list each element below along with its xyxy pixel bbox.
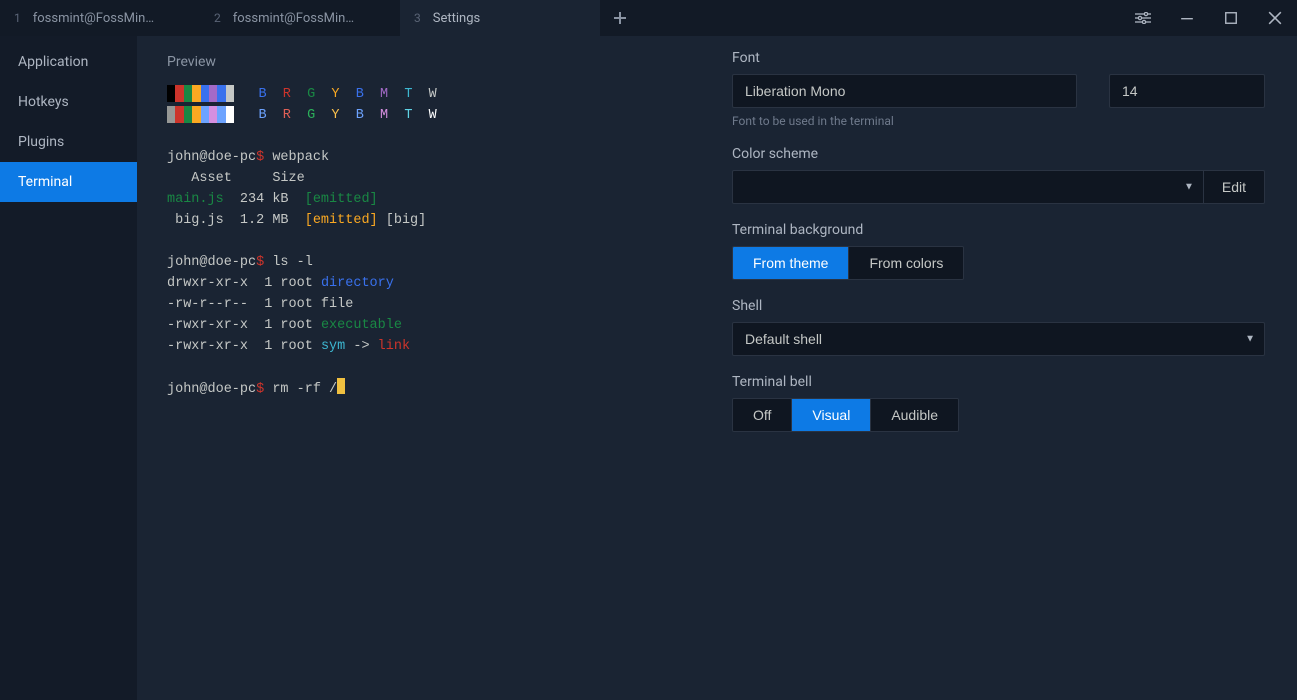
edit-scheme-button[interactable]: Edit [1204, 170, 1265, 204]
tab-3-settings[interactable]: 3 Settings [400, 0, 600, 36]
sidebar-item-label: Hotkeys [18, 94, 69, 110]
sidebar-item-application[interactable]: Application [0, 42, 137, 82]
sidebar-item-label: Application [18, 54, 88, 70]
color-scheme-select[interactable] [732, 170, 1204, 204]
bell-off-button[interactable]: Off [733, 399, 792, 431]
tab-strip: 1 fossmint@FossMin… 2 fossmint@FossMin… … [0, 0, 1121, 36]
maximize-icon [1224, 11, 1238, 25]
sidebar-item-label: Plugins [18, 134, 64, 150]
window-controls [1121, 0, 1297, 36]
minimize-icon [1180, 11, 1194, 25]
terminal-bell-group: Off Visual Audible [732, 398, 959, 432]
maximize-button[interactable] [1209, 0, 1253, 36]
terminal-bell-label: Terminal bell [732, 374, 1265, 390]
sidebar-item-terminal[interactable]: Terminal [0, 162, 137, 202]
shell-select[interactable]: Default shell [732, 322, 1265, 356]
font-size-input[interactable] [1109, 74, 1265, 108]
tab-1[interactable]: 1 fossmint@FossMin… [0, 0, 200, 36]
sidebar-item-hotkeys[interactable]: Hotkeys [0, 82, 137, 122]
terminal-bell-row: Terminal bell Off Visual Audible [732, 374, 1265, 432]
preview-label: Preview [167, 54, 702, 70]
settings-content: Preview B R G Y B M T W B R G Y B M T W … [137, 36, 1297, 700]
sidebar-item-label: Terminal [18, 174, 72, 190]
bg-from-theme-button[interactable]: From theme [733, 247, 849, 279]
terminal-background-row: Terminal background From theme From colo… [732, 222, 1265, 280]
close-icon [1268, 11, 1282, 25]
terminal-background-label: Terminal background [732, 222, 1265, 238]
shell-label: Shell [732, 298, 1265, 314]
tab-label: Settings [433, 11, 480, 26]
titlebar: 1 fossmint@FossMin… 2 fossmint@FossMin… … [0, 0, 1297, 36]
font-name-input[interactable] [732, 74, 1077, 108]
plus-icon [614, 12, 626, 24]
sidebar-item-plugins[interactable]: Plugins [0, 122, 137, 162]
color-scheme-label: Color scheme [732, 146, 1265, 162]
tab-label: fossmint@FossMin… [33, 11, 154, 26]
tab-index: 2 [214, 11, 221, 25]
minimize-button[interactable] [1165, 0, 1209, 36]
settings-form: Font Font to be used in the terminal Col… [732, 36, 1297, 700]
terminal-preview: B R G Y B M T W B R G Y B M T W john@doe… [167, 84, 702, 400]
sliders-icon [1135, 12, 1151, 24]
settings-button[interactable] [1121, 0, 1165, 36]
tab-index: 1 [14, 11, 21, 25]
color-scheme-row: Color scheme ▼ Edit [732, 146, 1265, 204]
font-row: Font Font to be used in the terminal [732, 50, 1265, 128]
settings-sidebar: Application Hotkeys Plugins Terminal [0, 36, 137, 700]
tab-2[interactable]: 2 fossmint@FossMin… [200, 0, 400, 36]
bell-visual-button[interactable]: Visual [792, 399, 871, 431]
close-button[interactable] [1253, 0, 1297, 36]
shell-row: Shell Default shell ▼ [732, 298, 1265, 356]
tab-index: 3 [414, 11, 421, 25]
bell-audible-button[interactable]: Audible [871, 399, 958, 431]
bg-from-colors-button[interactable]: From colors [849, 247, 963, 279]
font-help: Font to be used in the terminal [732, 114, 1265, 128]
preview-pane: Preview B R G Y B M T W B R G Y B M T W … [137, 36, 732, 700]
tab-label: fossmint@FossMin… [233, 11, 354, 26]
font-label: Font [732, 50, 1265, 66]
terminal-background-group: From theme From colors [732, 246, 964, 280]
main-area: Application Hotkeys Plugins Terminal Pre… [0, 36, 1297, 700]
new-tab-button[interactable] [600, 0, 640, 36]
